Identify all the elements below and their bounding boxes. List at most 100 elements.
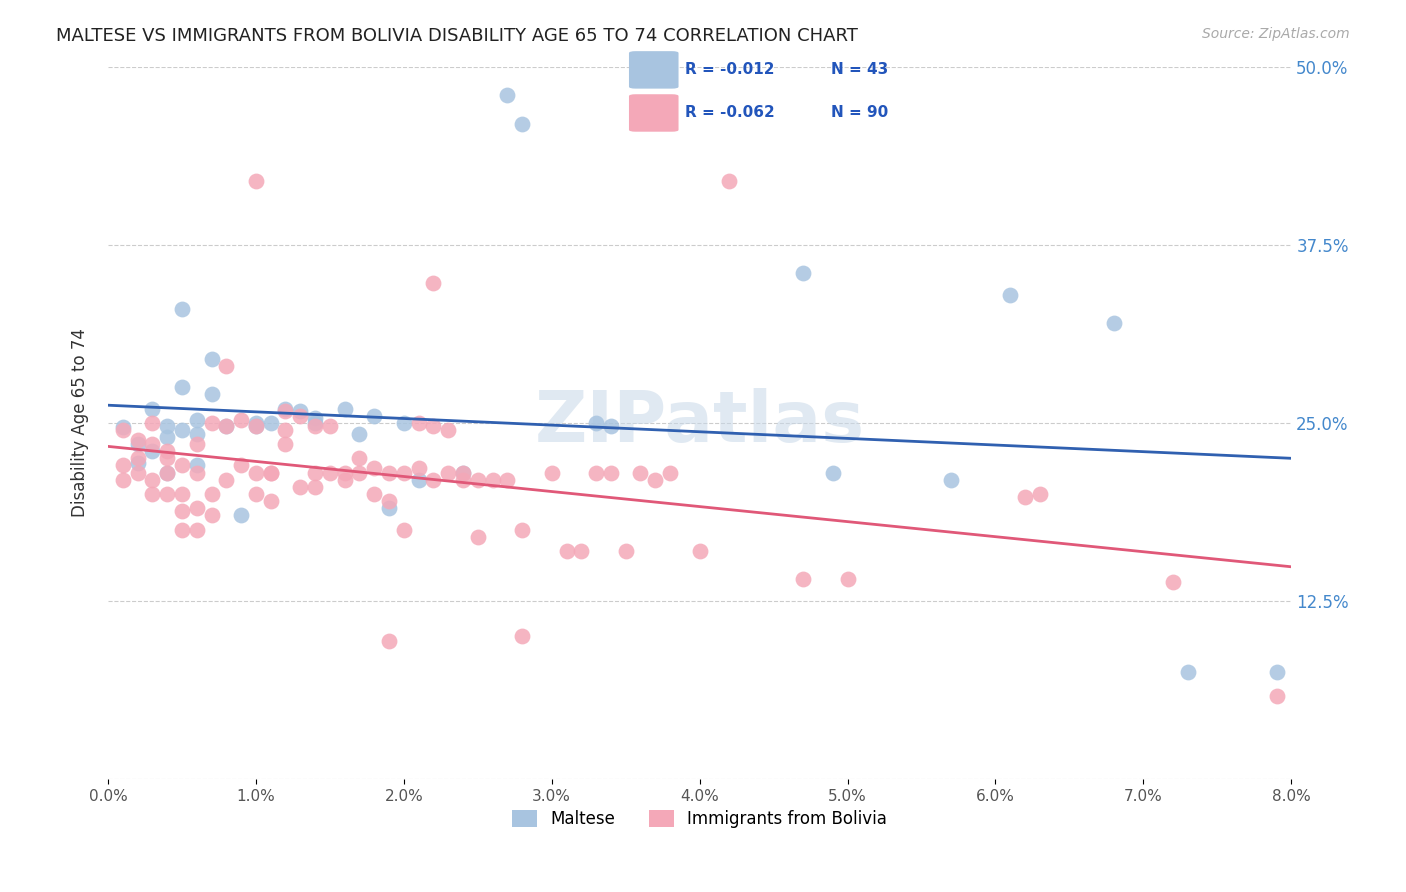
Point xyxy=(1102,316,1125,330)
Point xyxy=(1161,575,1184,590)
Point xyxy=(1000,287,1022,301)
Point xyxy=(156,418,179,433)
Point xyxy=(585,416,607,430)
Point xyxy=(290,404,312,418)
Point xyxy=(510,630,533,644)
Point xyxy=(170,301,193,316)
Point xyxy=(229,458,252,473)
Point xyxy=(245,418,267,433)
Point xyxy=(215,418,238,433)
Point xyxy=(392,466,415,480)
Point xyxy=(392,523,415,537)
Point xyxy=(510,523,533,537)
Point xyxy=(170,523,193,537)
Point xyxy=(363,487,385,501)
Point xyxy=(245,418,267,433)
Text: R = -0.012: R = -0.012 xyxy=(685,62,775,78)
Point xyxy=(1029,487,1052,501)
Point xyxy=(600,418,623,433)
Point xyxy=(274,423,297,437)
Point xyxy=(792,266,814,280)
Point xyxy=(600,466,623,480)
Point xyxy=(304,418,326,433)
Point xyxy=(363,409,385,423)
Point xyxy=(408,416,430,430)
Point xyxy=(200,387,222,401)
Point xyxy=(349,451,371,466)
Point xyxy=(111,473,134,487)
Point xyxy=(170,380,193,394)
Point xyxy=(378,494,401,508)
Point xyxy=(451,466,474,480)
Point xyxy=(422,418,444,433)
Point xyxy=(170,504,193,518)
Point xyxy=(319,418,342,433)
FancyBboxPatch shape xyxy=(628,51,679,88)
Point xyxy=(127,466,149,480)
Point xyxy=(290,409,312,423)
Point xyxy=(821,466,844,480)
Point xyxy=(127,456,149,470)
Text: ZIPatlas: ZIPatlas xyxy=(534,388,865,458)
Point xyxy=(467,473,489,487)
Point xyxy=(186,501,208,516)
Point xyxy=(569,544,592,558)
Point xyxy=(186,413,208,427)
Point xyxy=(304,416,326,430)
Point xyxy=(718,173,741,187)
Point xyxy=(127,433,149,447)
Point xyxy=(156,487,179,501)
Point xyxy=(274,437,297,451)
Point xyxy=(141,473,163,487)
Point xyxy=(304,466,326,480)
Point xyxy=(245,466,267,480)
Y-axis label: Disability Age 65 to 74: Disability Age 65 to 74 xyxy=(72,328,89,517)
Point xyxy=(1265,665,1288,679)
Point xyxy=(141,487,163,501)
Point xyxy=(200,416,222,430)
Point xyxy=(1014,490,1036,504)
Text: Source: ZipAtlas.com: Source: ZipAtlas.com xyxy=(1202,27,1350,41)
Point xyxy=(481,473,503,487)
Point xyxy=(319,466,342,480)
Point xyxy=(496,88,519,103)
Point xyxy=(437,423,460,437)
Point xyxy=(837,573,859,587)
Point xyxy=(1265,690,1288,704)
Point xyxy=(659,466,682,480)
Point xyxy=(451,473,474,487)
Point xyxy=(260,494,283,508)
Point xyxy=(170,423,193,437)
Point xyxy=(200,487,222,501)
Point xyxy=(141,401,163,416)
Point xyxy=(141,416,163,430)
Point xyxy=(111,420,134,434)
Point xyxy=(585,466,607,480)
Point xyxy=(304,411,326,425)
Point xyxy=(630,466,652,480)
Point xyxy=(614,544,637,558)
Point xyxy=(229,413,252,427)
Point xyxy=(141,437,163,451)
Point xyxy=(378,501,401,516)
Point xyxy=(555,544,578,558)
Point xyxy=(245,173,267,187)
Point xyxy=(290,480,312,494)
Point xyxy=(304,480,326,494)
Point xyxy=(451,466,474,480)
Point xyxy=(141,444,163,458)
Point xyxy=(939,473,962,487)
Point xyxy=(215,473,238,487)
Point xyxy=(333,473,356,487)
Point xyxy=(510,117,533,131)
Point xyxy=(200,351,222,366)
Point xyxy=(349,466,371,480)
Point xyxy=(378,466,401,480)
Point xyxy=(274,404,297,418)
Point xyxy=(127,451,149,466)
Point xyxy=(689,544,711,558)
Point xyxy=(229,508,252,523)
Text: MALTESE VS IMMIGRANTS FROM BOLIVIA DISABILITY AGE 65 TO 74 CORRELATION CHART: MALTESE VS IMMIGRANTS FROM BOLIVIA DISAB… xyxy=(56,27,858,45)
Point xyxy=(437,466,460,480)
Text: N = 43: N = 43 xyxy=(831,62,887,78)
